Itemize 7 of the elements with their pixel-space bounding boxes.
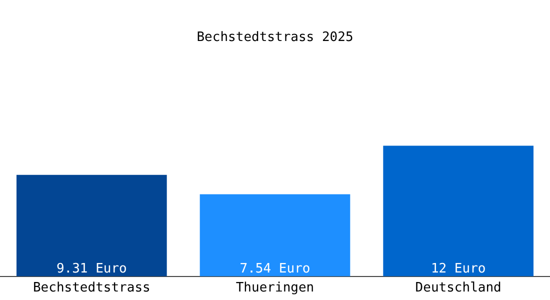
data-label: 12 Euro [430,261,486,276]
x-tick-label: Thueringen [236,280,314,296]
x-tick-label: Bechstedtstrass [32,280,150,296]
data-label: 7.54 Euro [240,261,310,276]
data-label: 9.31 Euro [56,261,127,276]
chart-title: Bechstedtstrass 2025 [196,30,354,46]
x-tick-label: Deutschland [415,280,502,296]
